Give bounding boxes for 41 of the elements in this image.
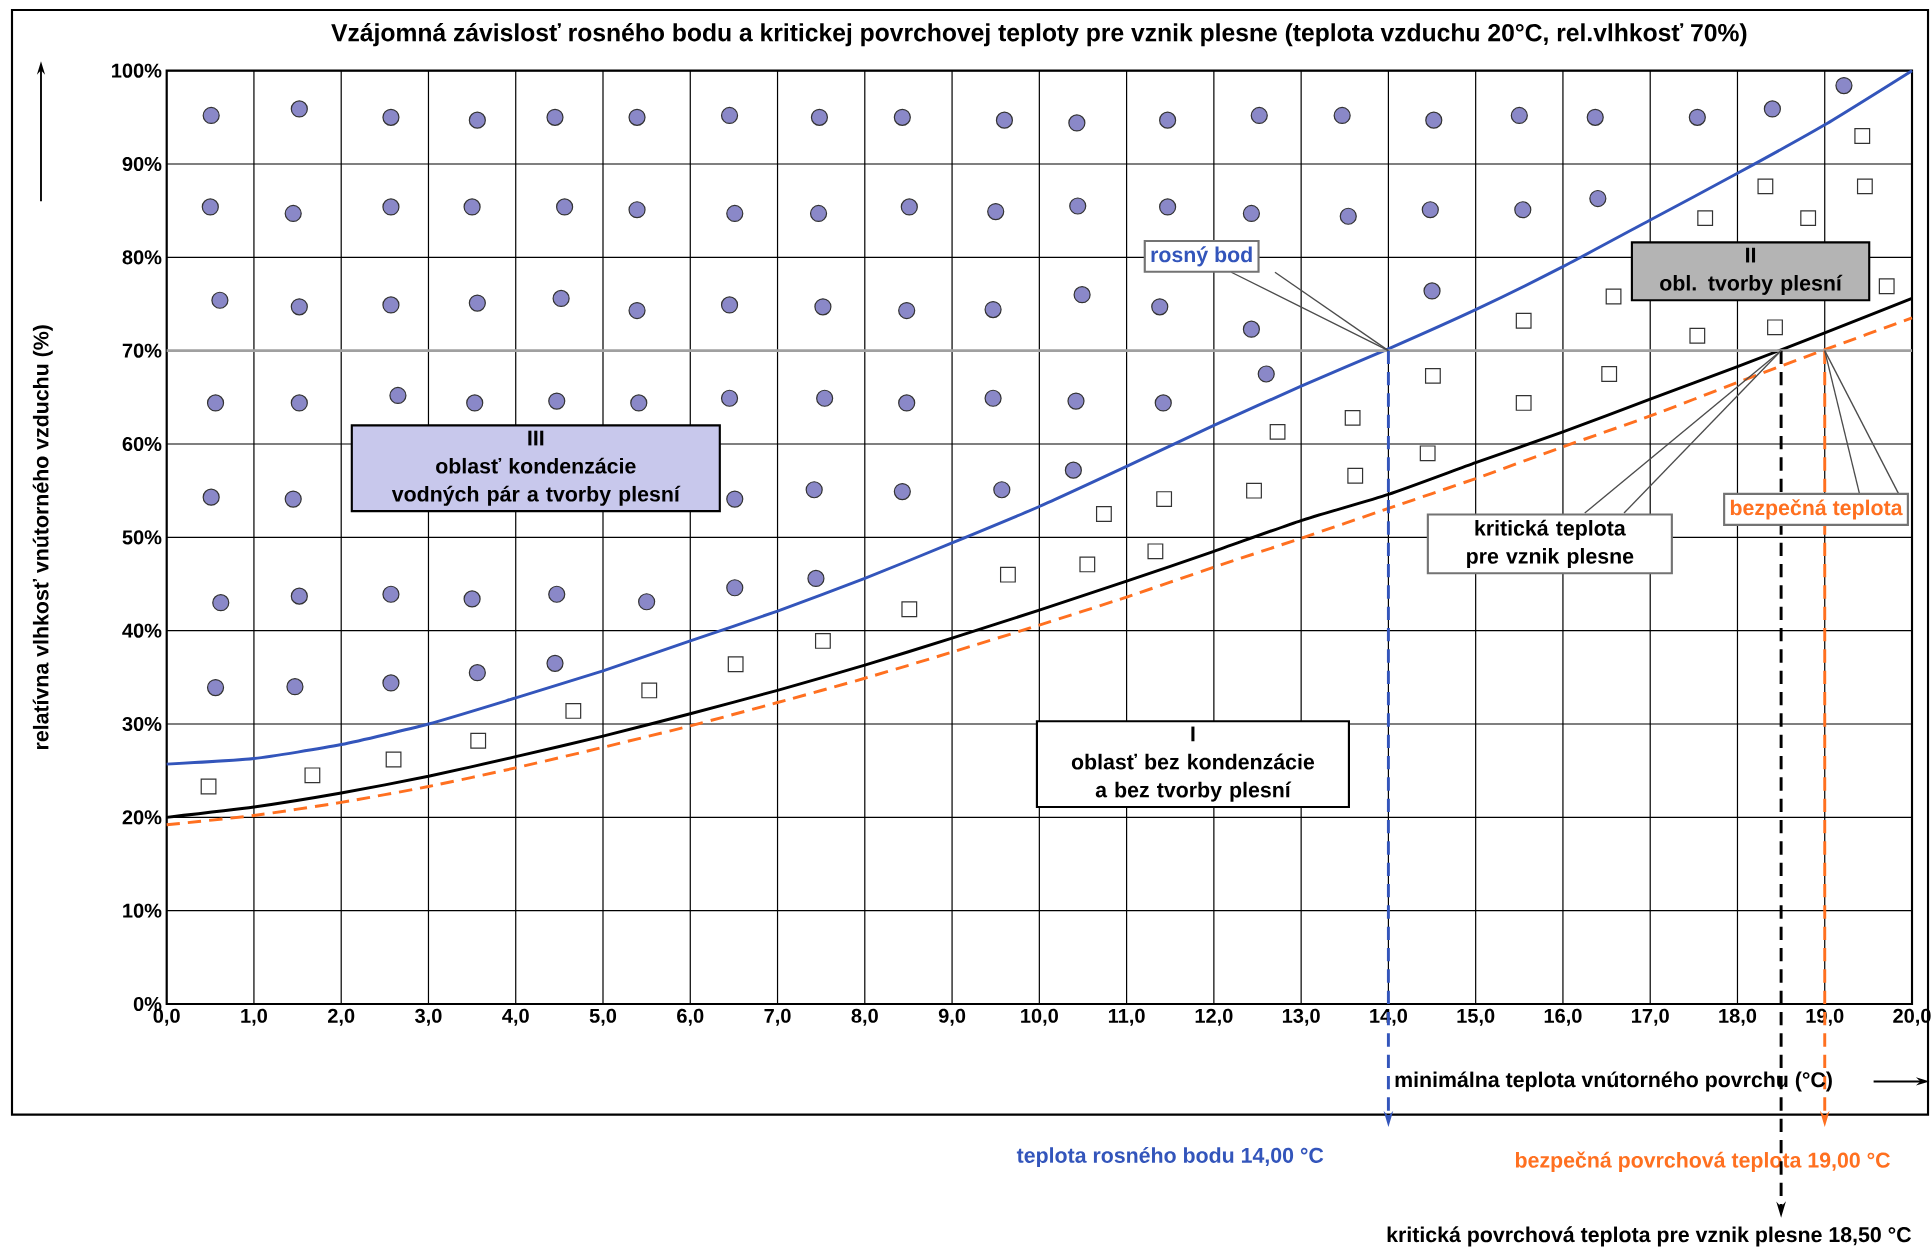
y-tick-label: 90% [122, 156, 162, 172]
annotation: kritická teplota pre vznik plesne [1467, 519, 1634, 568]
annotation: II [1746, 247, 1756, 263]
legend-label: kritická povrchová teplota pre vznik plesne 18,50 °C [1387, 1226, 1912, 1247]
annotation: oblasť bez kondenzácie a bez tvorby plesní [1071, 753, 1315, 802]
x-tick-label: 7,0 [764, 1008, 791, 1026]
y-tick-label: 100% [112, 63, 162, 78]
ref-line-label: bezpečná povrchová teplota 19,00 °C [1515, 1151, 1890, 1172]
y-tick-label: 20% [122, 810, 162, 825]
annotation: oblasť kondenzácie vodných pár a tvorby plesní [391, 457, 681, 506]
x-tick-label: 5,0 [589, 1008, 617, 1026]
x-tick-label: 11,0 [1108, 1008, 1145, 1026]
y-tick-label: 10% [123, 903, 162, 918]
annotation: rosný bod [1151, 246, 1252, 267]
chart-title: Vzájomná závislosť rosného bodu a kritickej povrchovej teploty pre vznik plesne (teplota vzduchu 20°C, rel.vlhkosť 70%) [331, 23, 1747, 47]
x-tick-label: 8,0 [851, 1008, 878, 1026]
x-tick-label: 2,0 [327, 1008, 355, 1026]
annotation: III [528, 430, 544, 446]
x-tick-label: 12,0 [1195, 1008, 1233, 1026]
x-tick-label: 18,0 [1719, 1008, 1757, 1026]
x-tick-label: 9,0 [938, 1008, 966, 1026]
y-axis-title: relatívna vlhkosť vnútorného vzduchu (%) [32, 325, 53, 750]
x-tick-label: 1,0 [241, 1008, 267, 1026]
y-tick-label: 50% [122, 530, 162, 545]
ref-line-label: teplota rosného bodu 14,00 °C [1016, 1147, 1324, 1168]
y-tick-label: 60% [122, 436, 162, 452]
x-tick-label: 16,0 [1544, 1008, 1582, 1026]
y-tick-label: 80% [122, 250, 162, 265]
annotation: I [1191, 726, 1195, 742]
y-tick-label: 40% [122, 623, 162, 638]
y-tick-label: 70% [122, 343, 162, 358]
x-tick-label: 13,0 [1282, 1008, 1320, 1026]
annotation: bezpečná teplota [1730, 499, 1903, 520]
x-tick-label: 10,0 [1021, 1008, 1058, 1026]
x-tick-label: 4,0 [502, 1008, 529, 1026]
x-tick-label: 3,0 [415, 1008, 442, 1026]
y-tick-label: 30% [122, 716, 162, 732]
x-tick-label: 6,0 [677, 1008, 704, 1026]
annotation: obl. tvorby plesní [1660, 274, 1843, 295]
x-tick-label: 17,0 [1632, 1008, 1669, 1026]
x-tick-label: 15,0 [1457, 1008, 1495, 1026]
